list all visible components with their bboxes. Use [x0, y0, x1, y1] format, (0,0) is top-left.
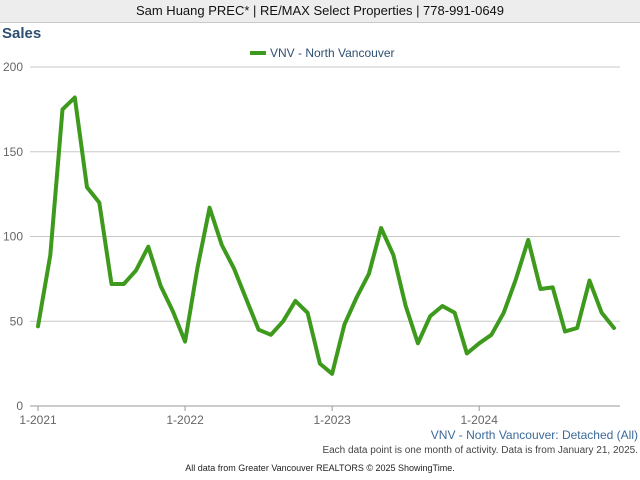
- data-point[interactable]: [560, 326, 570, 336]
- data-point[interactable]: [597, 308, 607, 318]
- data-point[interactable]: [609, 323, 619, 333]
- x-tick-label: 1-2021: [19, 413, 57, 427]
- data-point[interactable]: [499, 308, 509, 318]
- data-point[interactable]: [339, 320, 349, 330]
- data-point[interactable]: [168, 306, 178, 316]
- data-point[interactable]: [205, 203, 215, 213]
- data-point[interactable]: [143, 242, 153, 252]
- line-chart: 0 50 100 150 200 1-2021 1-2022 1-2023 1-2024: [3, 60, 620, 427]
- data-point[interactable]: [82, 182, 92, 192]
- y-tick-label: 50: [10, 314, 24, 328]
- data-note: Each data point is one month of activity…: [322, 445, 638, 456]
- x-tick-label: 1-2023: [313, 413, 351, 427]
- data-point[interactable]: [511, 274, 521, 284]
- data-point[interactable]: [58, 104, 68, 114]
- legend-swatch: [250, 50, 266, 55]
- y-tick-label: 150: [3, 145, 23, 159]
- data-point[interactable]: [364, 269, 374, 279]
- data-point[interactable]: [266, 330, 276, 340]
- data-point[interactable]: [486, 330, 496, 340]
- data-point[interactable]: [192, 264, 202, 274]
- data-point[interactable]: [474, 338, 484, 348]
- data-point[interactable]: [217, 240, 227, 250]
- data-point[interactable]: [548, 282, 558, 292]
- data-point[interactable]: [290, 296, 300, 306]
- data-point[interactable]: [45, 250, 55, 260]
- data-point[interactable]: [584, 276, 594, 286]
- y-tick-label: 100: [3, 230, 23, 244]
- data-point[interactable]: [450, 308, 460, 318]
- footer-credit: All data from Greater Vancouver REALTORS…: [185, 463, 455, 473]
- series-caption: VNV - North Vancouver: Detached (All): [430, 428, 638, 442]
- data-point[interactable]: [303, 308, 313, 318]
- data-point[interactable]: [352, 293, 362, 303]
- data-point[interactable]: [180, 337, 190, 347]
- data-point[interactable]: [254, 325, 264, 335]
- y-tick-label: 200: [3, 60, 23, 74]
- data-point[interactable]: [229, 264, 239, 274]
- label-layer: 0 50 100 150 200 1-2021 1-2022 1-2023 1-2024: [3, 60, 498, 427]
- data-point[interactable]: [107, 279, 117, 289]
- legend-label: VNV - North Vancouver: [270, 46, 395, 60]
- data-point[interactable]: [437, 301, 447, 311]
- data-point[interactable]: [327, 369, 337, 379]
- x-tick-label: 1-2024: [461, 413, 499, 427]
- data-point[interactable]: [376, 223, 386, 233]
- data-point[interactable]: [401, 301, 411, 311]
- legend[interactable]: VNV - North Vancouver: [250, 45, 395, 61]
- header-bar: Sam Huang PREC* | RE/MAX Select Properti…: [0, 0, 640, 23]
- data-point[interactable]: [278, 316, 288, 326]
- y-tick-label: 0: [16, 399, 23, 413]
- chart-title: Sales: [2, 25, 42, 42]
- data-point[interactable]: [315, 359, 325, 369]
- header-text: Sam Huang PREC* | RE/MAX Select Properti…: [135, 3, 505, 18]
- series-layer: [33, 93, 619, 379]
- series-line-vnv[interactable]: [36, 95, 616, 376]
- data-point[interactable]: [94, 198, 104, 208]
- data-point[interactable]: [572, 323, 582, 333]
- data-point[interactable]: [523, 235, 533, 245]
- data-point[interactable]: [425, 311, 435, 321]
- axis-layer: [30, 405, 620, 411]
- x-tick-label: 1-2022: [166, 413, 204, 427]
- data-point[interactable]: [70, 93, 80, 103]
- data-point[interactable]: [462, 348, 472, 358]
- data-point[interactable]: [131, 265, 141, 275]
- data-point[interactable]: [33, 321, 43, 331]
- data-point[interactable]: [119, 279, 129, 289]
- data-point[interactable]: [413, 338, 423, 348]
- data-point[interactable]: [156, 281, 166, 291]
- data-point[interactable]: [388, 250, 398, 260]
- grid-layer: [30, 66, 620, 322]
- data-point[interactable]: [241, 294, 251, 304]
- data-point[interactable]: [535, 284, 545, 294]
